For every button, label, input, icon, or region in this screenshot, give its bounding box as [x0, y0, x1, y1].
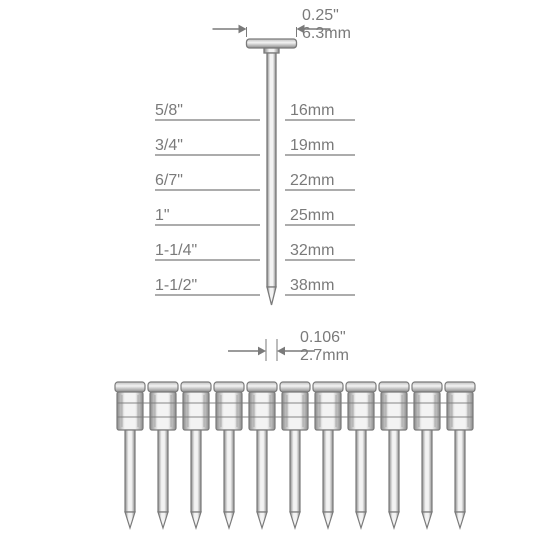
dim-arrowhead — [239, 25, 247, 34]
nail-shank — [267, 53, 276, 287]
strip-nail — [247, 382, 277, 528]
dim-arrowhead — [277, 347, 285, 356]
dim-arrowhead — [258, 347, 266, 356]
length-imperial: 1" — [155, 207, 170, 224]
strip-nail — [181, 382, 211, 528]
length-metric: 25mm — [290, 207, 334, 224]
strip-nail — [313, 382, 343, 528]
length-imperial: 1-1/2" — [155, 277, 197, 294]
length-imperial: 3/4" — [155, 137, 183, 154]
strip-nail — [148, 382, 178, 528]
length-metric: 22mm — [290, 172, 334, 189]
strip-nail — [346, 382, 376, 528]
strip-nail — [214, 382, 244, 528]
head-width-imperial: 0.25" — [302, 7, 339, 24]
length-imperial: 6/7" — [155, 172, 183, 189]
shank-width-imperial: 0.106" — [300, 329, 346, 346]
nail-tip — [267, 287, 276, 305]
nail-neck — [264, 48, 279, 53]
length-metric: 19mm — [290, 137, 334, 154]
shank-width-metric: 2.7mm — [300, 347, 349, 364]
nail-head — [247, 39, 297, 48]
length-imperial: 5/8" — [155, 102, 183, 119]
strip-nail — [445, 382, 475, 528]
strip-nail — [115, 382, 145, 528]
strip-nail — [379, 382, 409, 528]
length-imperial: 1-1/4" — [155, 242, 197, 259]
length-metric: 38mm — [290, 277, 334, 294]
length-metric: 32mm — [290, 242, 334, 259]
length-metric: 16mm — [290, 102, 334, 119]
strip-nail — [280, 382, 310, 528]
head-width-metric: 6.3mm — [302, 25, 351, 42]
strip-nail — [412, 382, 442, 528]
